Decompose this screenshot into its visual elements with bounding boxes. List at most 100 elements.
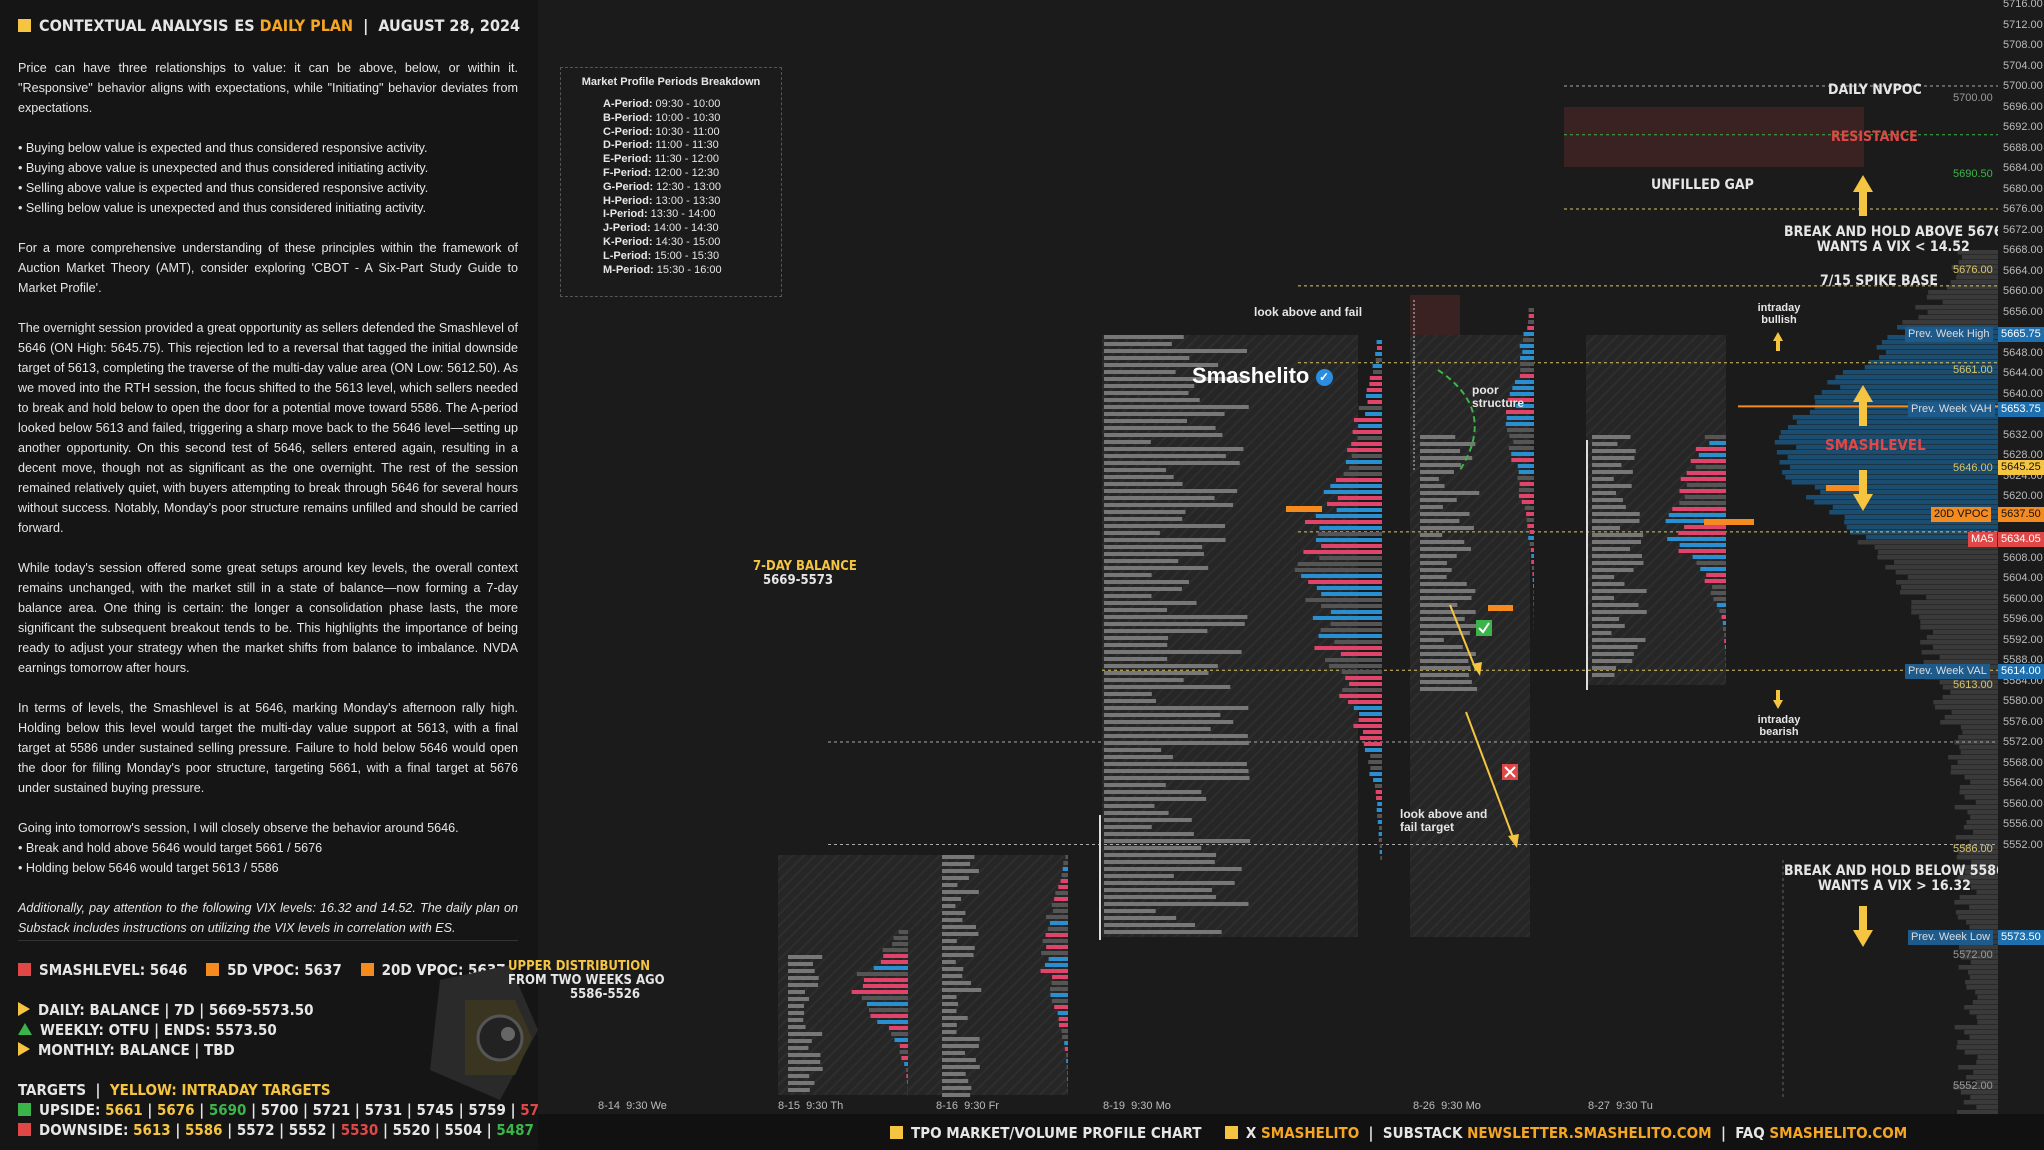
tpo-letters [1104, 580, 1189, 584]
volume-bar [1976, 800, 1998, 805]
tpo-bar [1345, 676, 1382, 680]
poor-structure-label: poor structure [1472, 384, 1542, 410]
volume-bar [1894, 560, 1998, 565]
volume-bar [1959, 745, 1998, 750]
tpo-bar [1511, 452, 1534, 456]
tpo-bar [1046, 915, 1068, 919]
divider [18, 940, 518, 941]
tpo-bar [864, 978, 908, 982]
tpo-letters [1104, 902, 1249, 906]
tpo-bar [1359, 712, 1382, 716]
tpo-letters [1420, 561, 1447, 565]
panel-title: CONTEXTUAL ANALYSIS [39, 16, 228, 35]
tpo-bar [1352, 454, 1382, 458]
prev-week-low-tag: Prev. Week Low [1908, 930, 1993, 945]
tpo-bar [1319, 526, 1382, 530]
tpo-letters [1592, 491, 1616, 495]
tpo-letters [1592, 463, 1621, 467]
axis-tag: 5614.00 [1998, 664, 2044, 679]
tpo-bar [889, 1026, 908, 1030]
volume-bar [1964, 1030, 1998, 1035]
volume-bar [1933, 700, 1998, 705]
paragraph-value: Price can have three relationships to va… [18, 58, 518, 118]
tpo-letters [1104, 608, 1167, 612]
volume-bar [1973, 1070, 1998, 1075]
tpo-letters [1104, 839, 1250, 843]
axis-tag: 5634.05 [1998, 532, 2044, 547]
tpo-bar [1368, 760, 1382, 764]
tpo-bar [1321, 544, 1382, 548]
tpo-letters [1420, 603, 1457, 607]
tpo-bar [1518, 464, 1534, 468]
tpo-bar [1377, 814, 1382, 818]
tpo-bar [1354, 418, 1382, 422]
prev-week-val-tag: Prev. Week VAL [1905, 664, 1990, 679]
tpo-bar [1680, 543, 1726, 547]
tpo-bar [1713, 597, 1726, 601]
tpo-letters [1104, 762, 1247, 766]
volume-bar [1822, 390, 1998, 395]
tpo-chart[interactable]: Market Profile Periods Breakdown A-Perio… [538, 0, 1998, 1114]
daily-nvpoc-label: DAILY NVPOC [1828, 82, 1922, 98]
paragraph-overnight: The overnight session provided a great o… [18, 318, 518, 538]
tpo-bar [1353, 430, 1382, 434]
tpo-letters [1592, 582, 1624, 586]
tpo-letters [942, 974, 962, 978]
tpo-bar [1067, 1077, 1068, 1081]
volume-bar [1960, 785, 1998, 790]
volume-bar [1970, 780, 1998, 785]
price-tick: 5672.00 [2000, 223, 2044, 238]
tpo-bar [1507, 416, 1534, 420]
tpo-letters [1420, 673, 1469, 677]
tpo-bar [1526, 512, 1534, 516]
tpo-letters [1592, 638, 1645, 642]
tpo-letters [1420, 568, 1452, 572]
volume-bar [1885, 565, 1998, 570]
tpo-bar [904, 1062, 908, 1066]
tpo-bar [1295, 568, 1382, 572]
price-tick: 5572.00 [2000, 735, 2044, 750]
tpo-bar [877, 1020, 908, 1024]
tpo-bar [1370, 766, 1382, 770]
tpo-letters [788, 1067, 823, 1071]
tpo-letters [1592, 519, 1639, 523]
volume-bar [1956, 910, 1998, 915]
paragraph-vix: Additionally, pay attention to the follo… [18, 898, 518, 938]
tpo-bar [1522, 350, 1534, 354]
tpo-bar [867, 1002, 908, 1006]
tpo-bar [874, 966, 908, 970]
tpo-letters [1104, 664, 1218, 668]
volume-bar [1948, 755, 1998, 760]
tpo-bar [1046, 945, 1068, 949]
volume-bar [1781, 430, 1998, 435]
tpo-bar [1338, 496, 1382, 500]
footer-newsletter-link[interactable]: NEWSLETTER.SMASHELITO.COM [1467, 1124, 1711, 1142]
price-tick: 5656.00 [2000, 305, 2044, 320]
list-item: • Buying below value is expected and thu… [18, 138, 518, 158]
volume-bar [1970, 1095, 1998, 1100]
footer-site-link[interactable]: SMASHELITO.COM [1769, 1124, 1907, 1142]
tpo-bar [1377, 802, 1382, 806]
tpo-bar [1380, 850, 1382, 854]
volume-bar [1900, 590, 1998, 595]
volume-bar [1977, 1020, 1998, 1025]
volume-bar [1960, 790, 1998, 795]
tpo-bar [1360, 736, 1382, 740]
tpo-bar [1050, 987, 1068, 991]
tpo-bar [1709, 441, 1726, 445]
tpo-letters [942, 1093, 970, 1097]
tpo-letters [1104, 657, 1167, 661]
tpo-bar [1334, 640, 1382, 644]
volume-bar [1951, 765, 1998, 770]
tpo-bar [1050, 993, 1068, 997]
tpo-bar [1699, 453, 1726, 457]
tpo-letters [788, 1081, 814, 1085]
tpo-bar [1379, 826, 1382, 830]
tpo-letters [1592, 596, 1614, 600]
footer-handle-link[interactable]: SMASHELITO [1261, 1124, 1359, 1142]
tpo-letters [1104, 888, 1212, 892]
tpo-letters [942, 1079, 968, 1083]
tpo-letters [1104, 734, 1248, 738]
volume-bar [1958, 1040, 1998, 1045]
tpo-letters [1420, 477, 1439, 481]
